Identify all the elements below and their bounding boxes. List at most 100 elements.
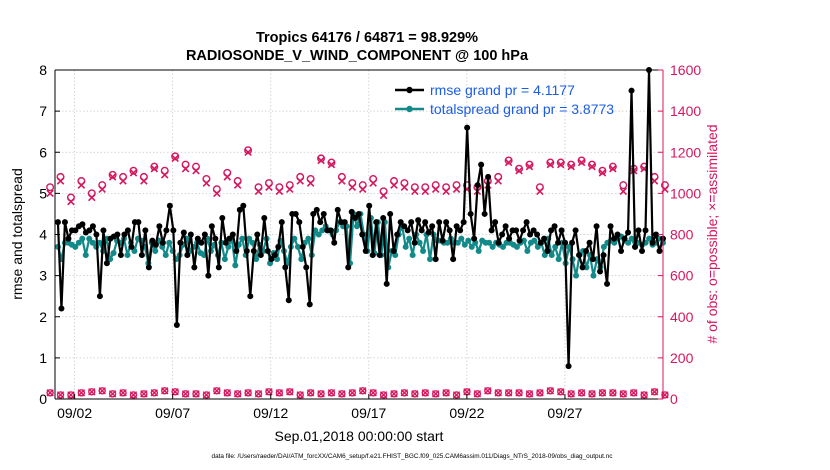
rmse-series xyxy=(54,67,666,370)
obs-low-possible-marker xyxy=(192,390,200,398)
totalspread-point xyxy=(646,235,653,242)
obs-low-possible-marker xyxy=(390,390,398,398)
totalspread-point xyxy=(253,256,260,263)
chart-title-line2: RADIOSONDE_V_WIND_COMPONENT @ 100 hPa xyxy=(186,48,529,64)
obs-low-possible-marker xyxy=(46,389,54,397)
obs-low-assimilated-marker xyxy=(640,391,648,399)
obs-low-assimilated-marker xyxy=(338,390,346,398)
rmse-point xyxy=(425,229,432,236)
obs-low-assimilated-marker xyxy=(286,388,294,396)
totalspread-point xyxy=(246,235,253,242)
obs-possible-marker xyxy=(317,154,326,163)
rmse-point xyxy=(576,252,583,259)
rmse-point xyxy=(320,210,327,217)
obs-low-assimilated-marker xyxy=(244,389,252,397)
rmse-point xyxy=(485,173,492,180)
rmse-point xyxy=(639,247,646,254)
obs-low-assimilated-marker xyxy=(171,388,179,396)
rmse-point xyxy=(418,227,425,234)
axes: 0 1 2 3 4 5 6 7 8 0 200 400 600 800 1000 1200 1400 1600 09… xyxy=(39,62,701,421)
obs-low-assimilated-marker xyxy=(452,391,461,399)
y-right-tick-label: 400 xyxy=(670,309,694,325)
totalspread-point xyxy=(513,243,520,250)
obs-low-assimilated-marker xyxy=(192,390,200,398)
obs-low-assimilated-marker xyxy=(504,389,513,397)
legend-spread-label: totalspread grand pr = 3.8773 xyxy=(430,101,614,117)
rmse-point xyxy=(61,219,68,226)
obs-low-assimilated-marker xyxy=(108,390,117,398)
x-tick-label: 09/17 xyxy=(351,405,386,421)
obs-low-possible-marker xyxy=(327,389,336,397)
totalspread-point xyxy=(548,252,555,259)
rmse-point xyxy=(184,252,191,259)
obs-low-possible-marker xyxy=(233,390,242,398)
obs-assimilated-marker xyxy=(56,177,65,185)
obs-assimilated-marker xyxy=(546,160,555,169)
y-left-tick-label: 2 xyxy=(39,309,47,325)
rmse-point xyxy=(362,247,369,254)
obs-low-possible-marker xyxy=(317,390,325,398)
y-right-tick-label: 1200 xyxy=(670,144,701,160)
obs-low-assimilated-marker xyxy=(67,391,75,399)
obs-assimilated-marker xyxy=(379,191,388,200)
totalspread-point xyxy=(625,239,632,246)
rmse-point xyxy=(495,239,502,246)
obs-low-possible-marker xyxy=(296,391,304,399)
obs-low-assimilated-marker xyxy=(296,391,304,399)
obs-low-assimilated-marker xyxy=(254,390,263,398)
obs-assimilated-marker xyxy=(77,181,86,189)
y-right-tick-label: 1000 xyxy=(670,185,701,201)
obs-assimilated-marker xyxy=(317,156,325,165)
rmse-point xyxy=(593,223,600,230)
obs-possible-marker xyxy=(567,160,576,169)
rmse-point xyxy=(278,219,285,226)
obs-low-assimilated-marker xyxy=(536,389,544,397)
obs-low-possible-marker xyxy=(77,389,86,397)
obs-low-assimilated-marker xyxy=(265,388,273,396)
totalspread-point xyxy=(468,243,475,250)
obs-assimilated-marker xyxy=(588,162,596,171)
obs-assimilated-marker xyxy=(348,183,357,191)
totalspread-point xyxy=(221,256,228,263)
totalspread-point xyxy=(406,235,413,242)
rmse-point xyxy=(282,264,289,271)
y-left-tick-label: 7 xyxy=(39,103,47,119)
obs-low-possible-marker xyxy=(265,388,273,396)
rmse-point xyxy=(243,247,250,254)
obs-low-possible-marker xyxy=(88,388,96,396)
rmse-point xyxy=(65,235,72,242)
obs-low-assimilated-marker xyxy=(181,390,190,398)
totalspread-point xyxy=(555,256,562,263)
rmse-point xyxy=(383,280,390,287)
obs-assimilated-marker xyxy=(609,164,617,173)
obs-low-possible-marker xyxy=(369,389,377,397)
rmse-point xyxy=(534,231,541,238)
obs-low-possible-marker xyxy=(56,391,65,399)
obs-low-possible-marker xyxy=(223,389,231,397)
legend-rmse-label: rmse grand pr = 4.1177 xyxy=(430,82,575,98)
rmse-point xyxy=(331,239,338,246)
totalspread-point xyxy=(500,243,507,250)
obs-low-assimilated-marker xyxy=(119,389,127,397)
rmse-point xyxy=(159,239,166,246)
obs-assimilated-marker xyxy=(504,158,513,167)
x-axis-label: Sep.01,2018 00:00:00 start xyxy=(275,428,444,444)
rmse-point xyxy=(506,235,513,242)
obs-assimilated-marker xyxy=(400,183,409,191)
obs-assimilated-marker xyxy=(421,187,430,196)
y-axis-right-label: # of obs: o=possible; ×=assimilated xyxy=(704,124,720,343)
obs-assimilated-marker xyxy=(129,169,138,177)
rmse-point xyxy=(387,210,394,217)
obs-possible-marker xyxy=(588,160,597,169)
rmse-point xyxy=(170,227,177,234)
obs-low-assimilated-marker xyxy=(567,390,575,398)
totalspread-point xyxy=(232,262,239,269)
totalspread-point xyxy=(82,252,89,259)
obs-assimilated-marker xyxy=(265,183,273,191)
rmse-point xyxy=(548,227,555,234)
rmse-point xyxy=(275,243,282,250)
obs-low-assimilated-marker xyxy=(348,389,357,397)
totalspread-point xyxy=(305,235,312,242)
